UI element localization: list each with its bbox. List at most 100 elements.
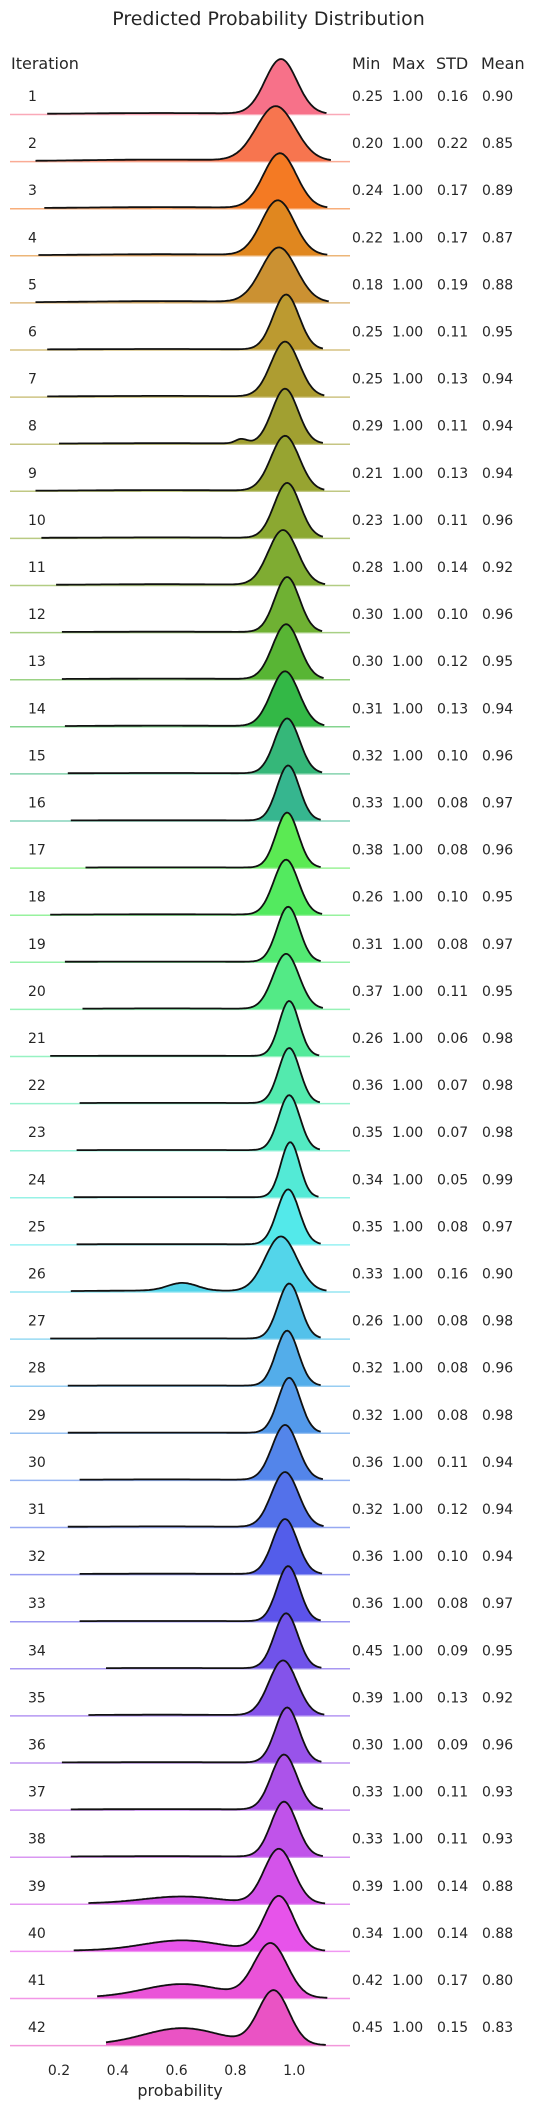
- density-curve-41: [97, 1942, 328, 1999]
- row-label-10: 10: [28, 513, 46, 529]
- stat-mean-10: 0.96: [482, 513, 513, 529]
- row-label-34: 34: [28, 1643, 46, 1659]
- stat-std-16: 0.08: [437, 796, 468, 812]
- stat-mean-6: 0.95: [482, 325, 513, 341]
- row-label-2: 2: [28, 136, 37, 152]
- row-label-28: 28: [28, 1361, 46, 1377]
- density-fill-18: [50, 859, 323, 915]
- stat-min-21: 0.26: [352, 1031, 383, 1047]
- stat-min-3: 0.24: [352, 183, 383, 199]
- stat-max-11: 1.00: [392, 560, 423, 576]
- stat-max-27: 1.00: [392, 1314, 423, 1330]
- stat-max-30: 1.00: [392, 1455, 423, 1471]
- density-curve-19: [64, 905, 321, 963]
- row-label-7: 7: [28, 372, 37, 388]
- stat-mean-31: 0.94: [482, 1502, 513, 1518]
- header-mean: Mean: [481, 54, 525, 73]
- stat-min-4: 0.22: [352, 230, 383, 246]
- density-curve-3: [44, 152, 328, 209]
- density-fill-23: [76, 1095, 320, 1151]
- density-fill-5: [35, 247, 329, 303]
- stat-max-8: 1.00: [392, 419, 423, 435]
- stat-max-2: 1.00: [392, 136, 423, 152]
- row-label-1: 1: [28, 89, 37, 105]
- stat-mean-19: 0.97: [482, 937, 513, 953]
- stat-mean-1: 0.90: [482, 89, 513, 105]
- stat-mean-8: 0.94: [482, 419, 513, 435]
- density-fill-41: [97, 1943, 328, 1998]
- stat-mean-24: 0.99: [482, 1172, 513, 1188]
- stat-min-42: 0.45: [352, 2020, 383, 2036]
- stat-mean-14: 0.94: [482, 701, 513, 717]
- stat-std-9: 0.13: [437, 466, 468, 482]
- row-label-4: 4: [28, 230, 37, 246]
- stat-std-12: 0.10: [437, 607, 468, 623]
- density-curve-30: [79, 1423, 324, 1481]
- density-curve-7: [47, 340, 325, 398]
- density-curve-13: [61, 623, 324, 680]
- stat-max-33: 1.00: [392, 1596, 423, 1612]
- density-curve-28: [67, 1329, 321, 1387]
- stat-min-34: 0.45: [352, 1643, 383, 1659]
- stat-min-29: 0.32: [352, 1408, 383, 1424]
- stat-max-35: 1.00: [392, 1690, 423, 1706]
- stat-mean-35: 0.92: [482, 1690, 513, 1706]
- density-fill-32: [79, 1519, 323, 1575]
- density-curve-15: [67, 717, 323, 775]
- stat-std-29: 0.08: [437, 1408, 468, 1424]
- stat-min-25: 0.35: [352, 1219, 383, 1235]
- density-fill-40: [73, 1895, 326, 1951]
- density-fill-16: [70, 765, 321, 821]
- stat-mean-11: 0.92: [482, 560, 513, 576]
- stat-std-4: 0.17: [437, 230, 468, 246]
- row-label-39: 39: [28, 1879, 46, 1895]
- stat-std-23: 0.07: [437, 1125, 468, 1141]
- stat-mean-5: 0.88: [482, 277, 513, 293]
- stat-min-38: 0.33: [352, 1832, 383, 1848]
- density-fill-4: [38, 200, 328, 256]
- stat-mean-25: 0.97: [482, 1219, 513, 1235]
- density-fill-3: [44, 153, 328, 209]
- stat-mean-9: 0.94: [482, 466, 513, 482]
- stat-max-38: 1.00: [392, 1832, 423, 1848]
- header-std: STD: [436, 54, 469, 73]
- stat-max-25: 1.00: [392, 1219, 423, 1235]
- stat-std-31: 0.12: [437, 1502, 468, 1518]
- density-curve-14: [64, 670, 325, 727]
- stat-mean-41: 0.80: [482, 1973, 513, 1989]
- stat-std-8: 0.11: [437, 419, 468, 435]
- stat-mean-34: 0.95: [482, 1643, 513, 1659]
- x-axis-label: probability: [137, 2081, 222, 2100]
- stat-max-10: 1.00: [392, 513, 423, 529]
- row-label-23: 23: [28, 1125, 46, 1141]
- stat-min-28: 0.32: [352, 1361, 383, 1377]
- stat-min-1: 0.25: [352, 89, 383, 105]
- density-fill-37: [70, 1754, 323, 1810]
- stat-max-20: 1.00: [392, 984, 423, 1000]
- density-fill-31: [67, 1472, 324, 1527]
- stat-mean-39: 0.88: [482, 1879, 513, 1895]
- stat-std-37: 0.11: [437, 1785, 468, 1801]
- stat-std-17: 0.08: [437, 843, 468, 859]
- row-label-31: 31: [28, 1502, 46, 1518]
- stat-min-10: 0.23: [352, 513, 383, 529]
- stat-max-32: 1.00: [392, 1549, 423, 1565]
- density-curve-21: [50, 1000, 320, 1057]
- density-curve-32: [79, 1518, 323, 1575]
- stat-std-32: 0.10: [437, 1549, 468, 1565]
- stat-mean-28: 0.96: [482, 1361, 513, 1377]
- stat-min-36: 0.30: [352, 1738, 383, 1754]
- stat-std-27: 0.08: [437, 1314, 468, 1330]
- row-label-3: 3: [28, 183, 37, 199]
- stat-mean-17: 0.96: [482, 843, 513, 859]
- row-label-9: 9: [28, 466, 37, 482]
- row-label-19: 19: [28, 937, 46, 953]
- stat-std-34: 0.09: [437, 1643, 468, 1659]
- row-label-24: 24: [28, 1172, 46, 1188]
- row-label-30: 30: [28, 1455, 46, 1471]
- density-fill-29: [67, 1377, 321, 1433]
- header-max: Max: [392, 54, 426, 73]
- stat-min-39: 0.39: [352, 1879, 383, 1895]
- stat-min-30: 0.36: [352, 1455, 383, 1471]
